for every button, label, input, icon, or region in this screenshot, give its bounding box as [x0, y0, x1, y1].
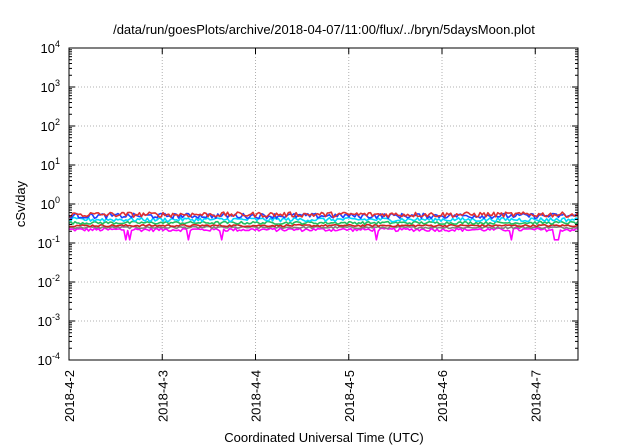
series-line	[68, 212, 579, 220]
series-line	[68, 227, 579, 241]
x-tick-label: 2018-4-5	[342, 370, 357, 422]
x-axis-label: Coordinated Universal Time (UTC)	[224, 430, 423, 445]
y-axis: 10-4 10-3 10-2 10-1 100 101 102 103 104	[38, 39, 578, 368]
y-axis-label: cSv/day	[13, 180, 28, 227]
y-tick-label: 101	[41, 156, 60, 173]
series-line	[68, 211, 579, 218]
chart-title: /data/run/goesPlots/archive/2018-04-07/1…	[113, 22, 535, 37]
series-group	[68, 211, 579, 241]
y-tick-label: 103	[41, 78, 60, 95]
grid	[69, 48, 578, 360]
series-line	[68, 216, 579, 223]
y-tick-label: 104	[41, 39, 60, 56]
series-line	[68, 220, 579, 225]
y-tick-label: 100	[41, 195, 60, 212]
series-line	[68, 225, 579, 230]
x-tick-label: 2018-4-2	[62, 370, 77, 422]
series-line	[69, 223, 579, 228]
y-tick-label: 102	[41, 117, 60, 134]
y-tick-label: 10-2	[38, 273, 60, 290]
x-axis: 2018-4-2 2018-4-3 2018-4-4 2018-4-5 2018-4-6…	[62, 48, 543, 422]
x-tick-label: 2018-4-7	[528, 370, 543, 422]
x-tick-label: 2018-4-4	[249, 370, 264, 422]
y-tick-label: 10-3	[38, 312, 60, 329]
y-tick-label: 10-1	[38, 234, 60, 251]
x-tick-label: 2018-4-6	[435, 370, 450, 422]
x-tick-label: 2018-4-3	[155, 370, 170, 422]
y-tick-label: 10-4	[38, 351, 60, 368]
